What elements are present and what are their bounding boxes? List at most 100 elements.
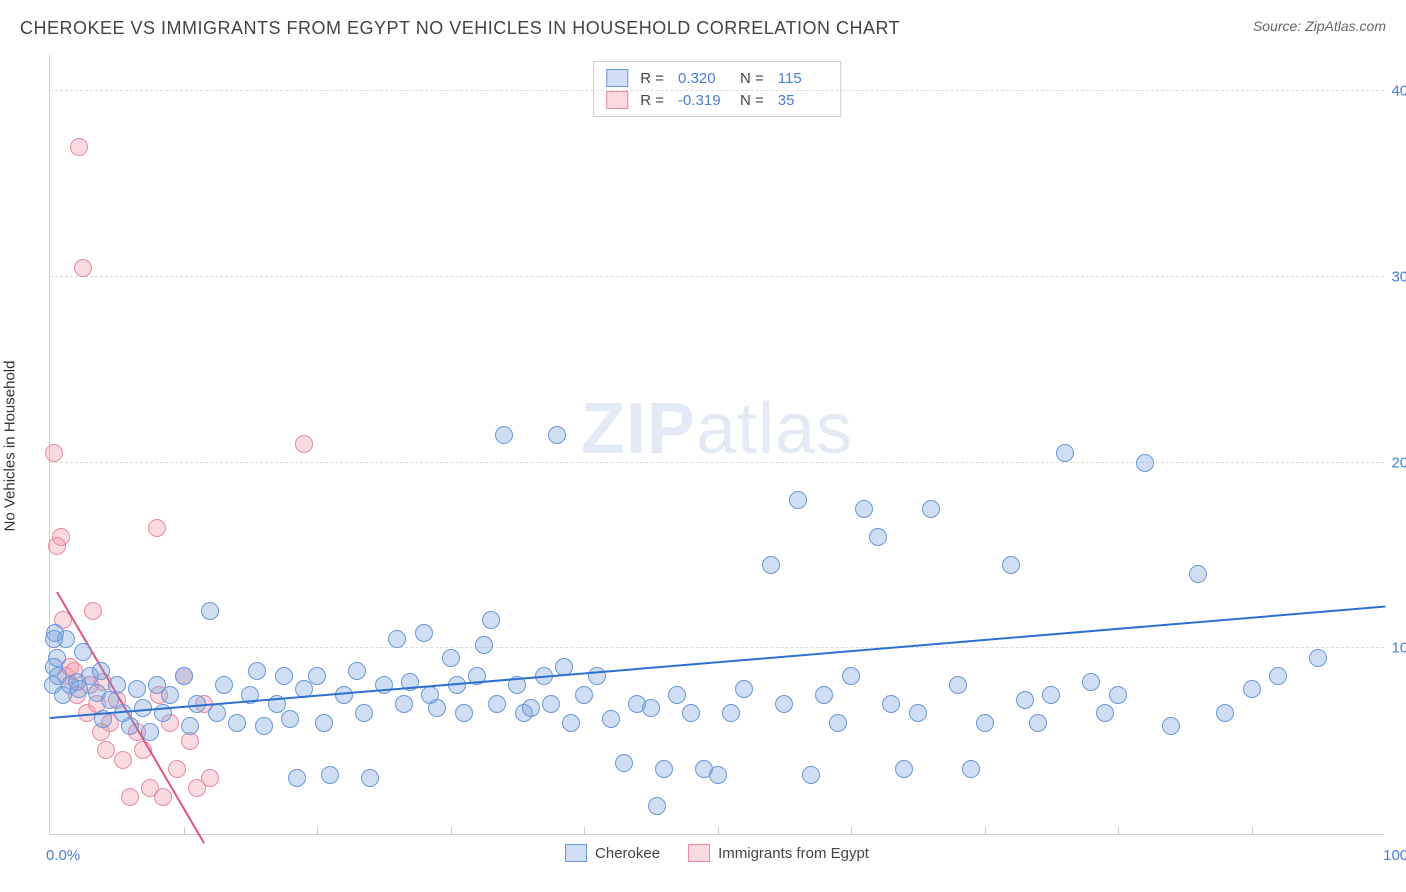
x-tick	[317, 827, 318, 835]
swatch-egypt	[688, 844, 710, 862]
cherokee-point	[775, 695, 793, 713]
cherokee-point	[762, 556, 780, 574]
cherokee-point	[1002, 556, 1020, 574]
chart-title: CHEROKEE VS IMMIGRANTS FROM EGYPT NO VEH…	[20, 18, 900, 39]
cherokee-point	[522, 699, 540, 717]
cherokee-trendline	[50, 605, 1385, 718]
cherokee-point	[308, 667, 326, 685]
cherokee-point	[829, 714, 847, 732]
cherokee-point	[735, 680, 753, 698]
cherokee-point	[1269, 667, 1287, 685]
cherokee-point	[655, 760, 673, 778]
egypt-point	[84, 602, 102, 620]
egypt-point	[148, 519, 166, 537]
legend-label-egypt: Immigrants from Egypt	[718, 845, 869, 862]
cherokee-point	[57, 630, 75, 648]
cherokee-point	[388, 630, 406, 648]
cherokee-point	[869, 528, 887, 546]
cherokee-point	[855, 500, 873, 518]
cherokee-point	[615, 754, 633, 772]
bottom-legend: Cherokee Immigrants from Egypt	[565, 844, 869, 862]
cherokee-point	[548, 426, 566, 444]
legend-label-cherokee: Cherokee	[595, 845, 660, 862]
scatter-chart: ZIPatlas R = 0.320 N = 115 R = -0.319 N …	[49, 55, 1384, 835]
y-tick-label: 10.0%	[1386, 640, 1406, 657]
egypt-point	[295, 435, 313, 453]
cherokee-point	[348, 662, 366, 680]
cherokee-point	[482, 611, 500, 629]
x-tick	[1252, 827, 1253, 835]
cherokee-point	[882, 695, 900, 713]
source-attribution: Source: ZipAtlas.com	[1253, 18, 1386, 34]
x-tick	[451, 827, 452, 835]
legend-item-cherokee: Cherokee	[565, 844, 660, 862]
cherokee-point	[201, 602, 219, 620]
watermark: ZIPatlas	[581, 388, 853, 470]
cherokee-point	[121, 717, 139, 735]
cherokee-point	[668, 686, 686, 704]
x-tick	[584, 827, 585, 835]
cherokee-point	[1056, 444, 1074, 462]
cherokee-point	[228, 714, 246, 732]
cherokee-point	[475, 636, 493, 654]
cherokee-point	[208, 704, 226, 722]
cherokee-point	[1042, 686, 1060, 704]
gridline	[50, 462, 1384, 463]
x-min-label: 0.0%	[46, 847, 80, 864]
egypt-point	[201, 769, 219, 787]
cherokee-point	[255, 717, 273, 735]
cherokee-point	[842, 667, 860, 685]
cherokee-point	[181, 717, 199, 735]
cherokee-point	[108, 676, 126, 694]
egypt-point	[70, 138, 88, 156]
swatch-egypt	[606, 91, 628, 109]
cherokee-point	[1216, 704, 1234, 722]
cherokee-point	[1309, 649, 1327, 667]
cherokee-point	[802, 766, 820, 784]
stats-legend: R = 0.320 N = 115 R = -0.319 N = 35	[593, 61, 841, 117]
cherokee-point	[1162, 717, 1180, 735]
x-tick	[985, 827, 986, 835]
cherokee-point	[428, 699, 446, 717]
cherokee-point	[215, 676, 233, 694]
y-tick-label: 30.0%	[1386, 268, 1406, 285]
y-tick-label: 40.0%	[1386, 83, 1406, 100]
cherokee-point	[281, 710, 299, 728]
cherokee-point	[455, 704, 473, 722]
stats-row-cherokee: R = 0.320 N = 115	[606, 67, 828, 89]
cherokee-point	[92, 662, 110, 680]
x-tick	[1118, 827, 1119, 835]
legend-item-egypt: Immigrants from Egypt	[688, 844, 869, 862]
x-tick	[184, 827, 185, 835]
cherokee-point	[248, 662, 266, 680]
cherokee-point	[1096, 704, 1114, 722]
egypt-point	[74, 259, 92, 277]
cherokee-point	[355, 704, 373, 722]
cherokee-point	[815, 686, 833, 704]
cherokee-point	[949, 676, 967, 694]
cherokee-point	[1029, 714, 1047, 732]
egypt-point	[121, 788, 139, 806]
gridline	[50, 647, 1384, 648]
cherokee-point	[602, 710, 620, 728]
cherokee-point	[709, 766, 727, 784]
cherokee-point	[962, 760, 980, 778]
egypt-point	[52, 528, 70, 546]
cherokee-point	[361, 769, 379, 787]
cherokee-point	[415, 624, 433, 642]
cherokee-point	[1082, 673, 1100, 691]
cherokee-point	[575, 686, 593, 704]
cherokee-point	[128, 680, 146, 698]
cherokee-point	[722, 704, 740, 722]
cherokee-point	[1243, 680, 1261, 698]
cherokee-point	[922, 500, 940, 518]
cherokee-point	[175, 667, 193, 685]
x-tick	[851, 827, 852, 835]
cherokee-point	[789, 491, 807, 509]
egypt-point	[97, 741, 115, 759]
cherokee-point	[909, 704, 927, 722]
cherokee-point	[1109, 686, 1127, 704]
cherokee-point	[288, 769, 306, 787]
y-axis-label: No Vehicles in Household	[2, 361, 19, 532]
cherokee-point	[495, 426, 513, 444]
